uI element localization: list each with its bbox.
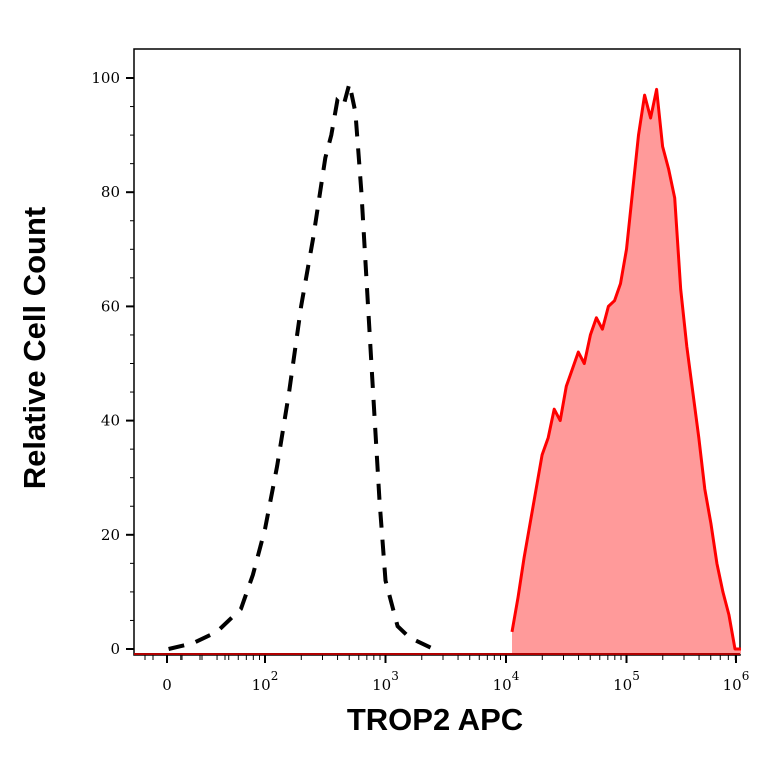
y-tick-label: 100	[91, 69, 120, 87]
x-tick-label: 103	[372, 669, 399, 694]
x-tick-label: 104	[493, 669, 520, 694]
y-tick-label: 80	[101, 183, 120, 201]
y-tick-label: 60	[101, 297, 120, 315]
x-tick-label: 105	[613, 669, 640, 694]
stained-histogram-line	[510, 87, 741, 651]
y-axis-label: Relative Cell Count	[17, 206, 52, 490]
y-tick-label: 20	[101, 526, 120, 544]
x-tick-label: 106	[723, 669, 750, 694]
y-axis-ticks: 0 20 40 60 80 100	[91, 69, 134, 658]
x-axis-label: TROP2 APC	[346, 702, 524, 737]
control-histogram-dashed-line	[168, 83, 435, 651]
y-tick-label: 0	[110, 640, 120, 658]
y-tick-label: 40	[101, 412, 120, 430]
x-tick-label: 102	[252, 669, 279, 694]
stained-histogram-fill	[512, 89, 741, 654]
x-axis-ticks: 0 102 103 104 105 106	[144, 655, 750, 694]
x-tick-label: 0	[162, 676, 172, 694]
